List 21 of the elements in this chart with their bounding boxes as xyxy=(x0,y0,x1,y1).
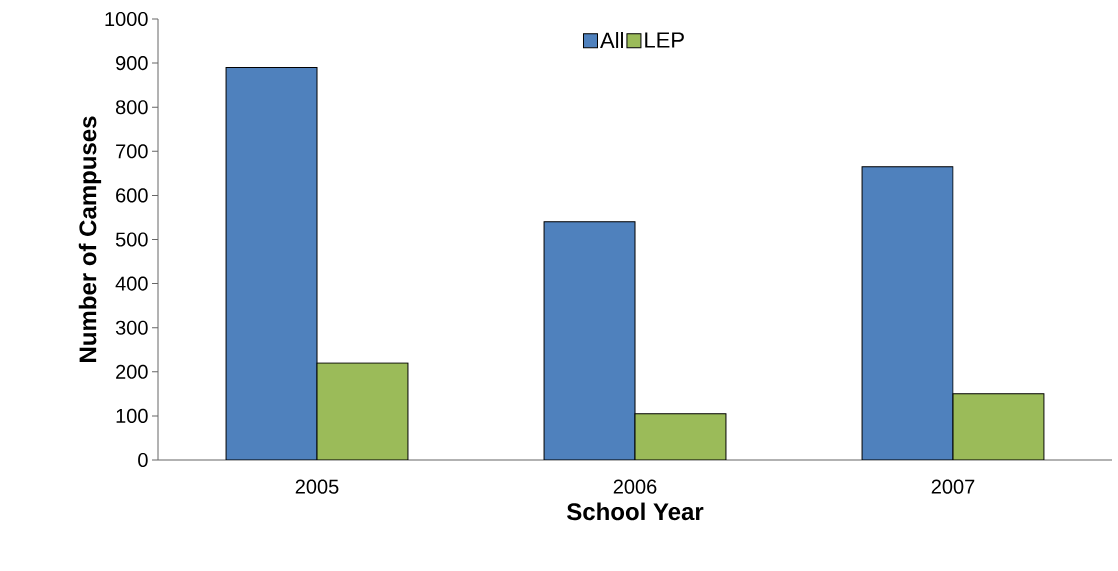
x-axis-title: School Year xyxy=(567,502,704,521)
legend-label: LEP xyxy=(645,32,684,48)
y-tick-label: 800 xyxy=(115,100,148,115)
bar xyxy=(861,166,954,460)
legend-label: All xyxy=(600,32,623,48)
x-tick-label: 2005 xyxy=(295,479,339,494)
y-tick-label: 300 xyxy=(115,320,148,335)
y-tick-label: 0 xyxy=(138,452,148,468)
bar xyxy=(225,67,318,460)
x-tick-label: 2006 xyxy=(613,479,657,494)
y-axis-title: Number of Campuses xyxy=(78,116,102,362)
y-tick-label: 100 xyxy=(116,408,148,423)
y-tick-label: 200 xyxy=(116,364,148,379)
y-tick-label: 1000 xyxy=(105,11,148,27)
y-tick-label: 400 xyxy=(115,276,148,291)
x-tick-label: 2007 xyxy=(931,479,975,494)
y-tick-label: 900 xyxy=(116,56,148,71)
y-tick-label: 500 xyxy=(115,232,148,247)
y-tick-label: 600 xyxy=(116,188,148,203)
bar xyxy=(543,221,636,460)
y-tick-label: 700 xyxy=(116,144,148,159)
